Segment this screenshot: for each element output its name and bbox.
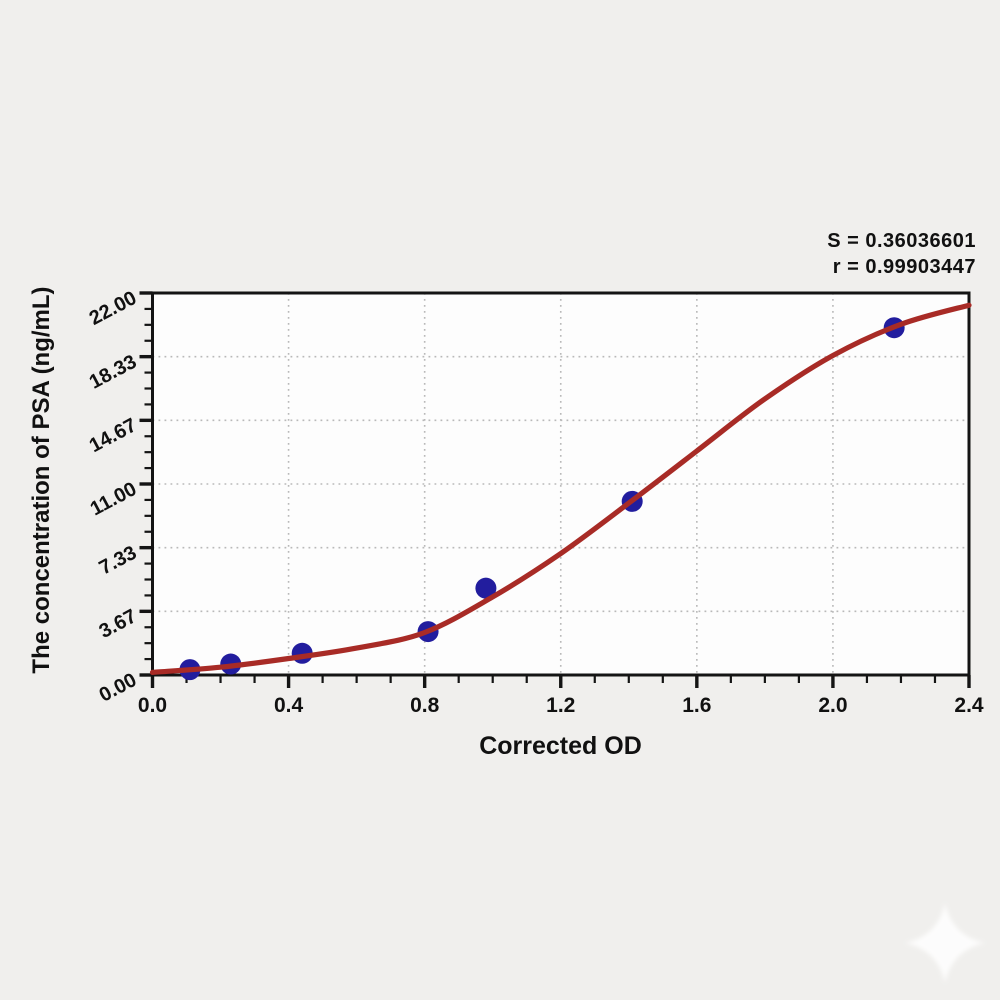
fit-statistics: S = 0.36036601 r = 0.99903447	[827, 228, 976, 280]
fit-statistic-s: S = 0.36036601	[827, 230, 976, 252]
x-tick-label: 2.0	[818, 694, 847, 717]
x-axis-title: Corrected OD	[479, 732, 642, 760]
sparkle-watermark-icon	[905, 903, 985, 983]
fit-statistic-r: r = 0.99903447	[832, 256, 976, 278]
y-tick-label: 14.67	[86, 414, 141, 457]
x-tick-label: 0.4	[274, 694, 304, 717]
x-tick-label: 1.2	[546, 694, 575, 717]
y-tick-label: 11.00	[87, 478, 141, 520]
data-point	[475, 577, 497, 599]
x-tick-label: 0.8	[410, 694, 440, 717]
x-tick-label: 0.0	[138, 694, 167, 717]
x-tick-label: 1.6	[682, 694, 711, 717]
y-tick-label: 18.33	[86, 351, 141, 394]
y-tick-label: 7.33	[96, 542, 141, 580]
fit-curve-line	[149, 302, 972, 675]
y-tick-label: 22.00	[86, 287, 141, 330]
x-tick-label: 2.4	[954, 694, 984, 717]
y-tick-label: 3.67	[96, 605, 141, 643]
y-tick-label: 0.00	[96, 669, 141, 707]
